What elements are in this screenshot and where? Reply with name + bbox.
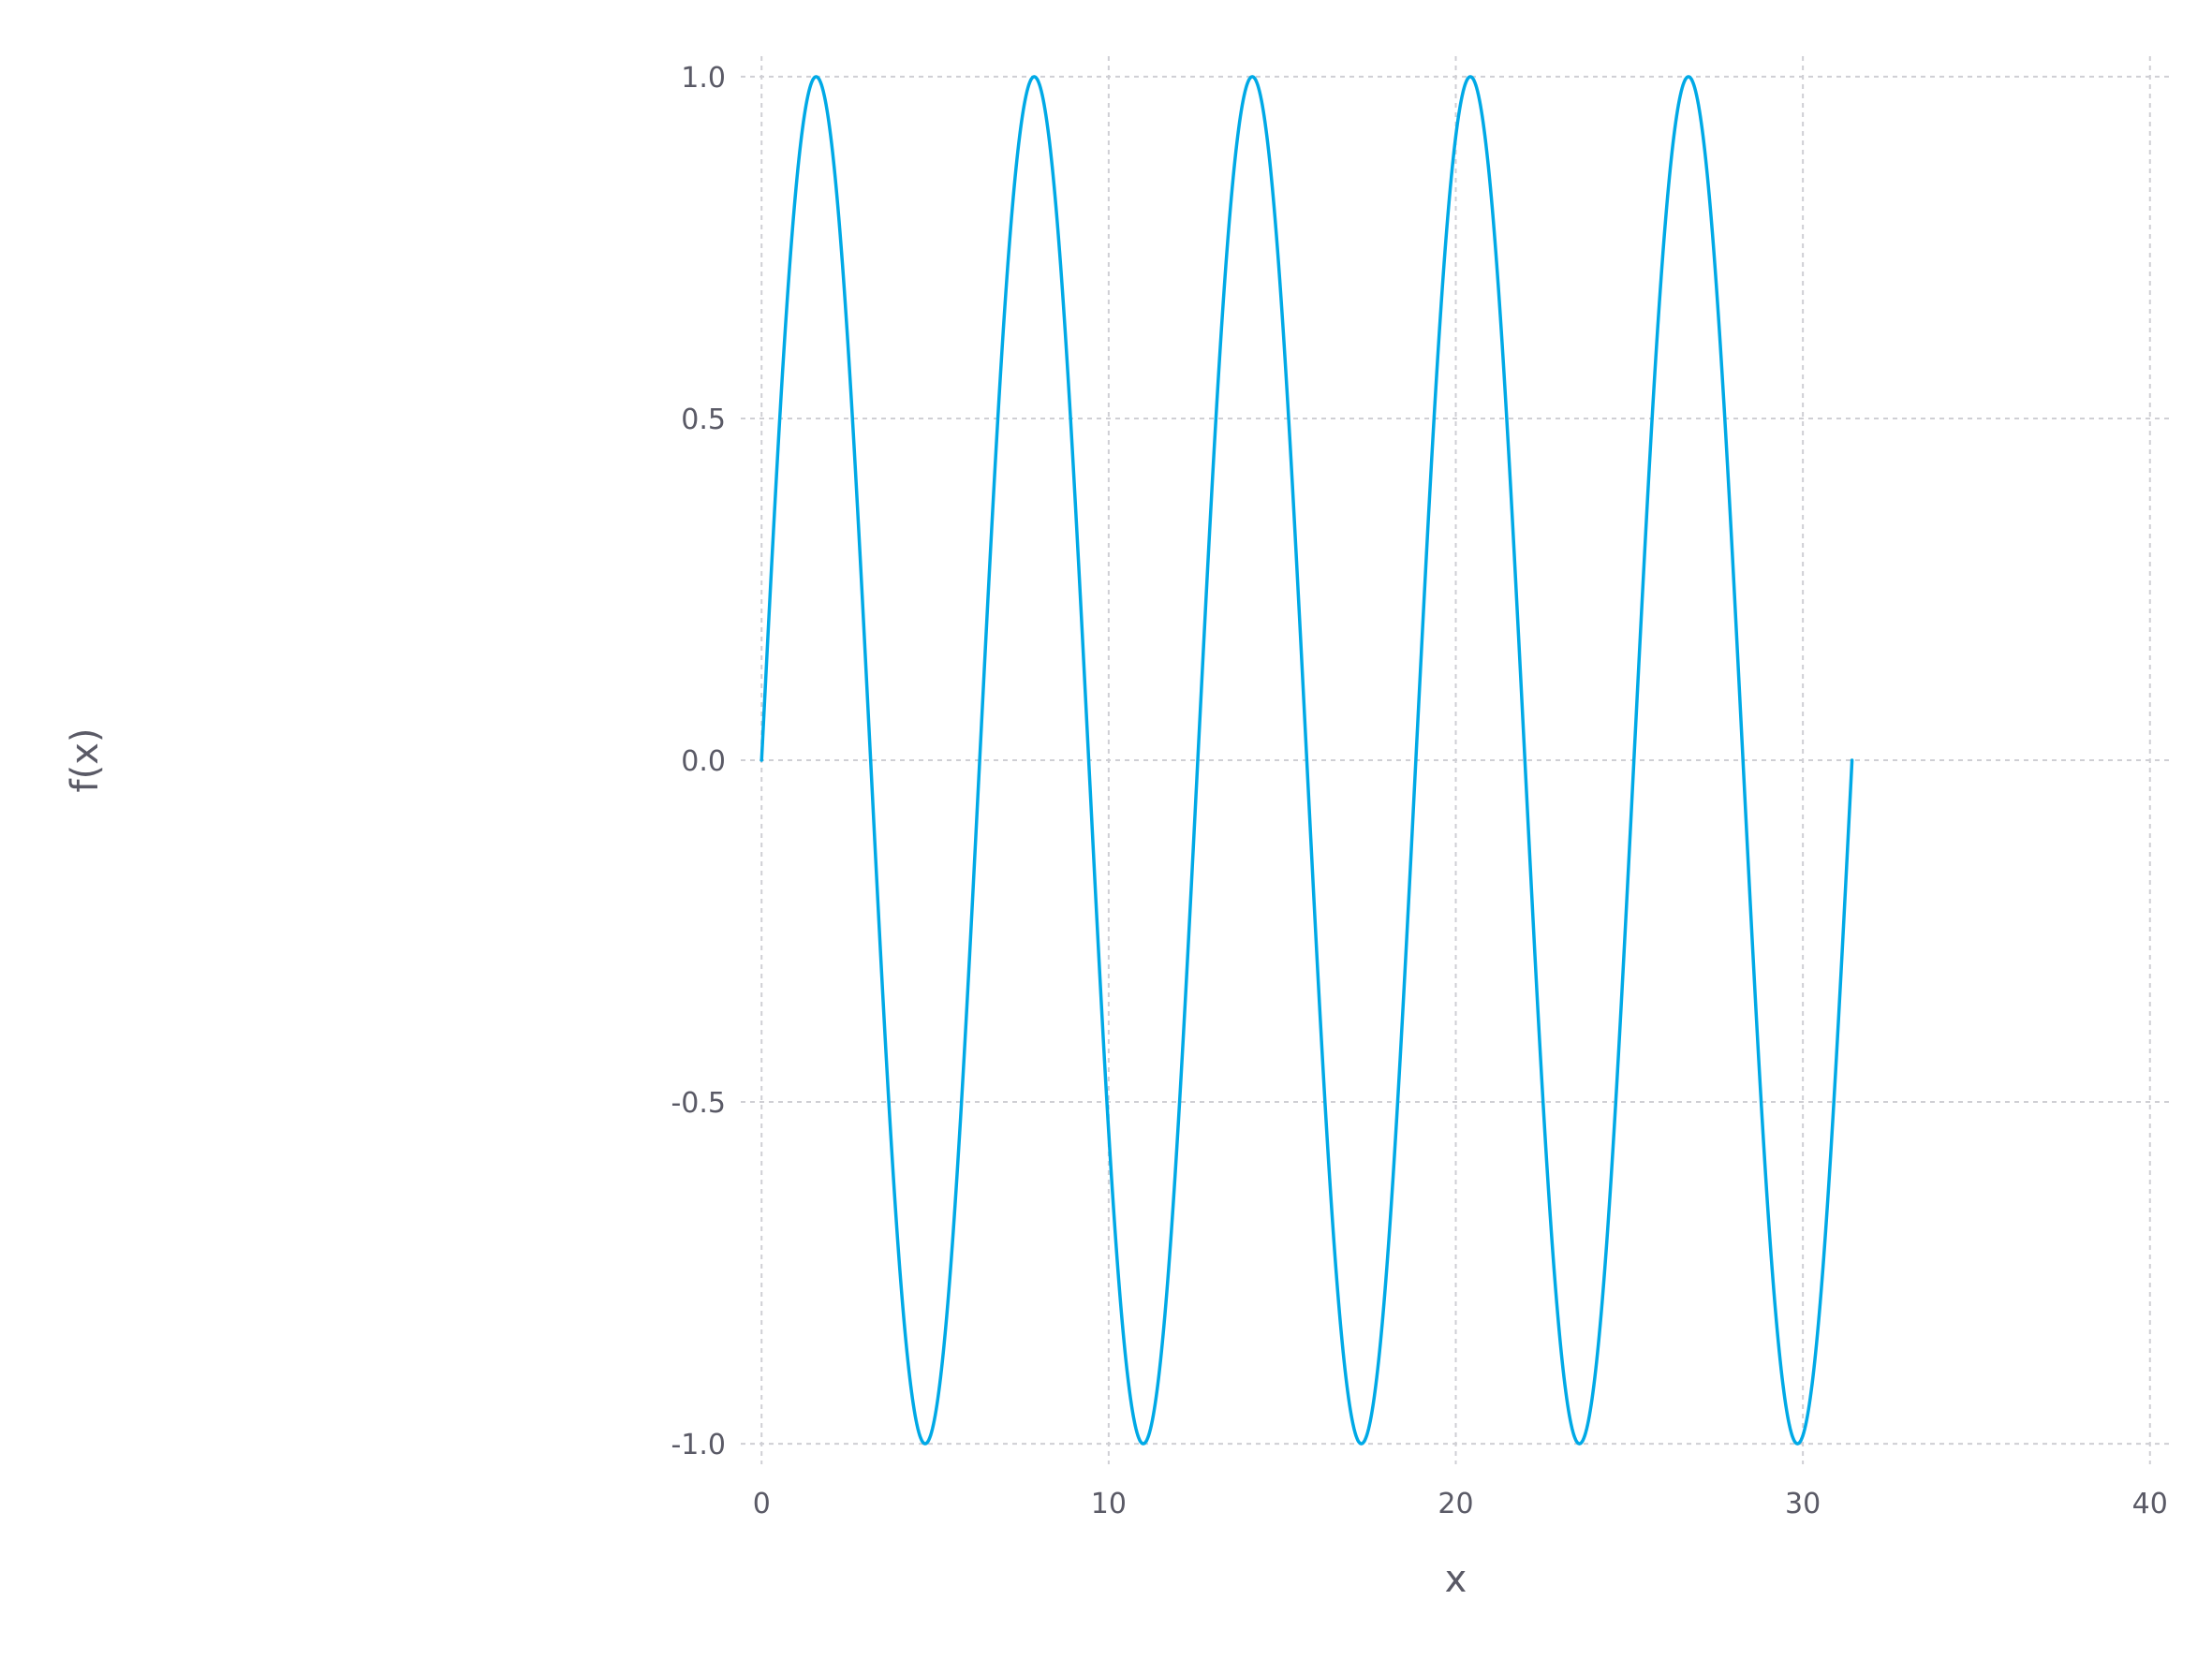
- x-tick-label: 10: [1091, 1488, 1127, 1520]
- x-tick-label: 20: [1438, 1488, 1473, 1520]
- x-tick-label: 40: [2132, 1488, 2168, 1520]
- series-layer: [759, 75, 1854, 1446]
- y-tick-label: 1.0: [681, 62, 726, 95]
- y-tick-label: 0.5: [681, 404, 726, 436]
- x-tick-label: 30: [1785, 1488, 1821, 1520]
- y-axis-label: f(x): [64, 728, 107, 793]
- series-line-sin: [759, 75, 1854, 1446]
- y-tick-label: -0.5: [671, 1087, 726, 1120]
- y-tick-label: 0.0: [681, 745, 726, 778]
- tick-labels: 0 10 20 30 40 -1.0 -0.5 0.0 0.5 1.0: [671, 62, 2167, 1520]
- y-tick-label: -1.0: [671, 1429, 726, 1461]
- x-tick-label: 0: [753, 1488, 771, 1520]
- grid: [741, 56, 2171, 1464]
- x-axis-label: x: [1445, 1558, 1467, 1601]
